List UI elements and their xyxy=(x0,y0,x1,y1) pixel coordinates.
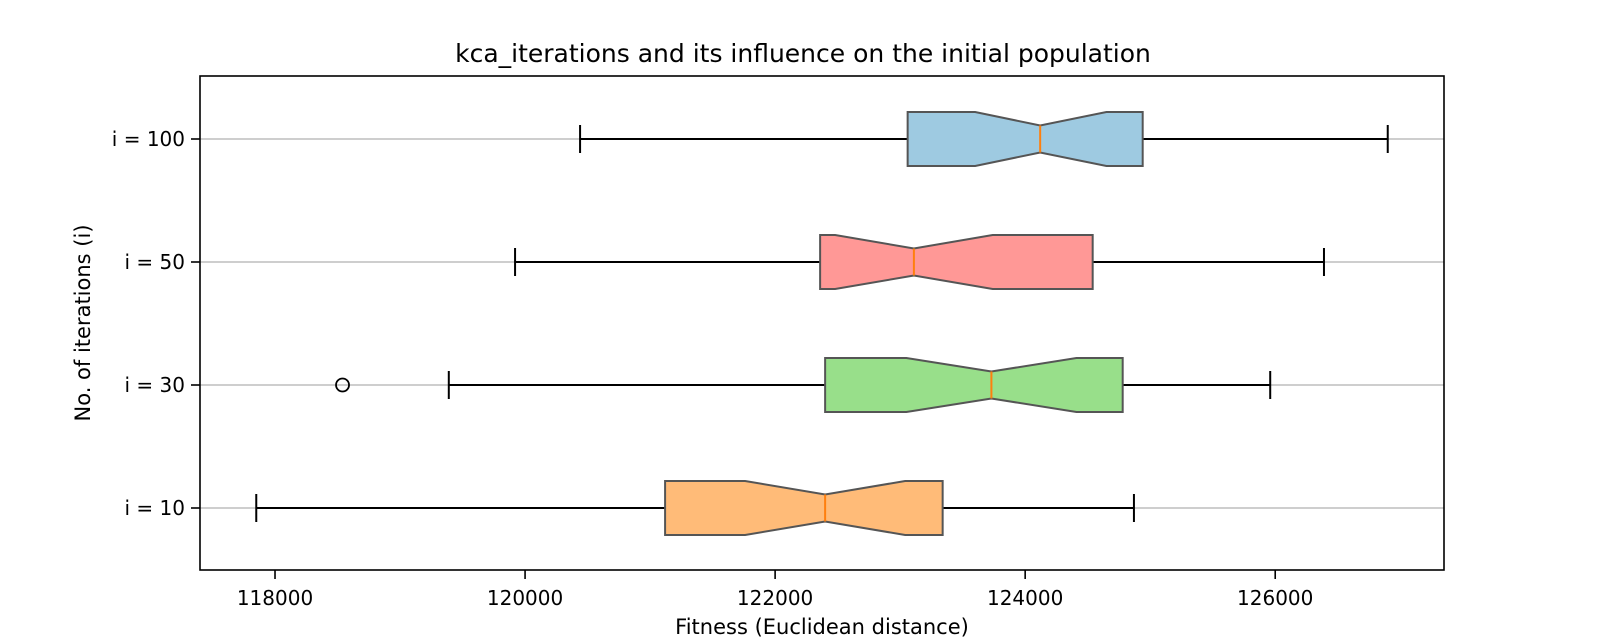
y-tick-label: i = 30 xyxy=(125,373,185,397)
notched-box xyxy=(665,481,943,535)
x-tick-label: 120000 xyxy=(487,586,563,610)
x-axis-label: Fitness (Euclidean distance) xyxy=(675,615,969,639)
y-tick-label: i = 50 xyxy=(125,250,185,274)
x-tick-label: 122000 xyxy=(737,586,813,610)
y-axis-label: No. of iterations (i) xyxy=(71,224,95,421)
x-tick-label: 124000 xyxy=(987,586,1063,610)
y-tick-label: i = 100 xyxy=(112,127,185,151)
notched-box xyxy=(820,235,1093,289)
chart-title: kca_iterations and its influence on the … xyxy=(455,39,1151,68)
box-group-3 xyxy=(515,235,1324,289)
box-group-4 xyxy=(580,112,1388,166)
plot-area xyxy=(200,112,1444,535)
x-tick-label: 118000 xyxy=(237,586,313,610)
box-group-1 xyxy=(256,481,1134,535)
y-axis-ticks: i = 10 i = 30 i = 50 i = 100 xyxy=(112,127,200,520)
box-group-2 xyxy=(336,358,1270,412)
x-axis-ticks: 118000 120000 122000 124000 126000 xyxy=(237,570,1314,610)
notched-box xyxy=(908,112,1143,166)
x-tick-label: 126000 xyxy=(1237,586,1313,610)
notched-box xyxy=(825,358,1123,412)
y-tick-label: i = 10 xyxy=(125,496,185,520)
